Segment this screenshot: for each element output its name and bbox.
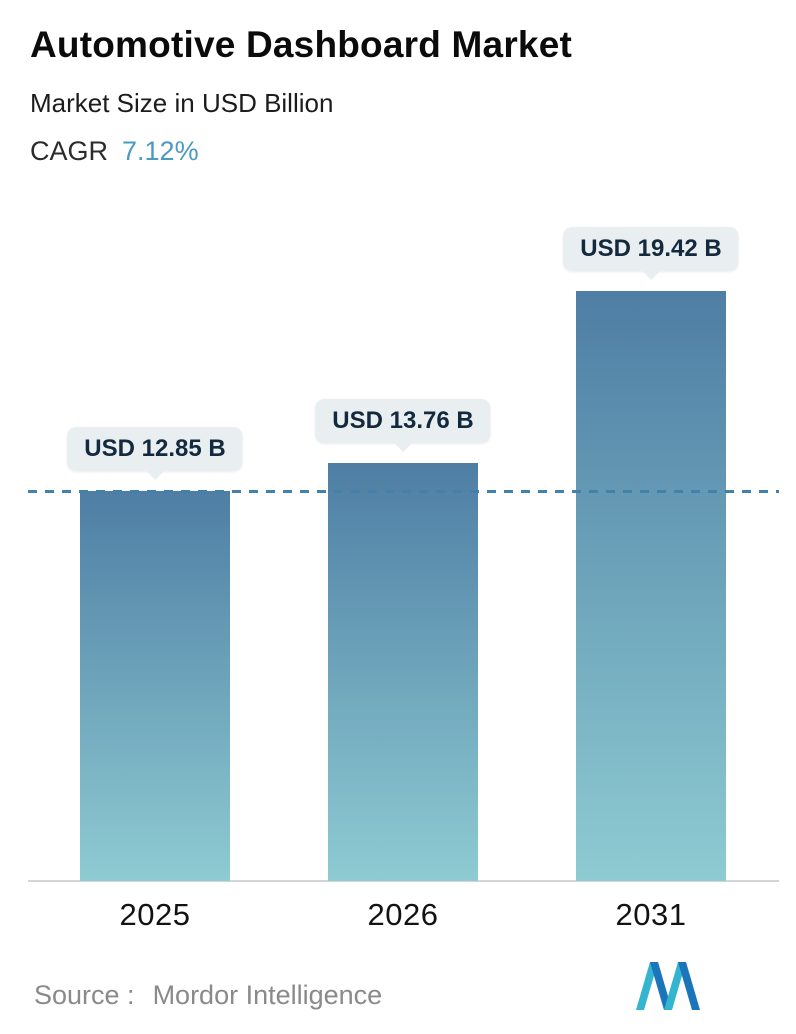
bar-group-2025: USD 12.85 B 2025 [67, 200, 243, 932]
value-label-2026: USD 13.76 B [315, 399, 491, 443]
cagr-value: 7.12% [122, 136, 199, 166]
bar-2025 [80, 491, 230, 881]
bar-group-2026: USD 13.76 B 2026 [315, 200, 491, 932]
value-label-text: USD 12.85 B [84, 435, 226, 462]
value-label-2025: USD 12.85 B [67, 427, 243, 471]
bar-2026 [328, 463, 478, 881]
bar-chart-plot: USD 12.85 B 2025 USD 13.76 B 2026 USD 19… [28, 200, 779, 932]
bar-group-2031: USD 19.42 B 2031 [563, 200, 739, 932]
value-label-2031: USD 19.42 B [563, 227, 739, 271]
value-label-text: USD 19.42 B [580, 235, 722, 262]
bar-2031 [576, 291, 726, 881]
x-tick-2031: 2031 [615, 897, 687, 932]
x-tick-2026: 2026 [367, 897, 439, 932]
chart-title: Automotive Dashboard Market [30, 24, 572, 65]
value-label-text: USD 13.76 B [332, 407, 474, 434]
reference-dashed-line [28, 490, 779, 493]
x-tick-2025: 2025 [119, 897, 191, 932]
chart-subtitle: Market Size in USD Billion [30, 88, 334, 118]
source-value: Mordor Intelligence [152, 980, 383, 1010]
x-axis-line [28, 880, 779, 882]
source-label: Source : [34, 980, 135, 1010]
cagr-label: CAGR [30, 136, 109, 166]
mordor-intelligence-logo [636, 962, 700, 1010]
cagr-row: CAGR 7.12% [30, 136, 199, 167]
source-text: Source : Mordor Intelligence [34, 980, 382, 1011]
